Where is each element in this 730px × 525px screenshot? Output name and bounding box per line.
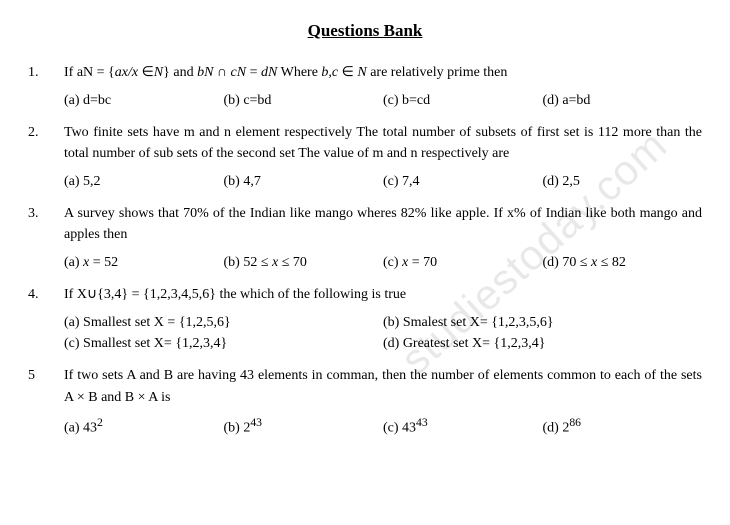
options-row: (a) d=bc(b) c=bd(c) b=cd(d) a=bd [64,90,702,112]
options-row: (a) Smallest set X = {1,2,5,6}(b) Smales… [64,312,702,355]
option: (d) Greatest set X= {1,2,3,4} [383,333,702,355]
question-text: If X∪{3,4} = {1,2,3,4,5,6} the which of … [64,284,702,306]
question-number: 4. [28,284,64,355]
question-body: If aN = {ax/x ∈N} and bN ∩ cN = dN Where… [64,62,702,111]
option: (a) x = 52 [64,252,224,274]
option: (b) 4,7 [224,171,384,193]
question-body: Two finite sets have m and n element res… [64,122,702,193]
options-row: (a) x = 52(b) 52 ≤ x ≤ 70(c) x = 70(d) 7… [64,252,702,274]
question-number: 1. [28,62,64,111]
options-row: (a) 5,2(b) 4,7(c) 7,4(d) 2,5 [64,171,702,193]
question-block: 1.If aN = {ax/x ∈N} and bN ∩ cN = dN Whe… [28,62,702,111]
option: (a) d=bc [64,90,224,112]
questions-list: 1.If aN = {ax/x ∈N} and bN ∩ cN = dN Whe… [28,62,702,439]
question-number: 3. [28,203,64,274]
option: (c) 4343 [383,414,543,439]
option: (a) 432 [64,414,224,439]
option: (b) Smalest set X= {1,2,3,5,6} [383,312,702,334]
option: (c) x = 70 [383,252,543,274]
question-text: Two finite sets have m and n element res… [64,122,702,165]
question-body: If X∪{3,4} = {1,2,3,4,5,6} the which of … [64,284,702,355]
option: (a) Smallest set X = {1,2,5,6} [64,312,383,334]
option: (d) 70 ≤ x ≤ 82 [543,252,703,274]
option: (d) a=bd [543,90,703,112]
question-body: If two sets A and B are having 43 elemen… [64,365,702,440]
question-block: 2.Two finite sets have m and n element r… [28,122,702,193]
option: (b) 243 [224,414,384,439]
option: (b) 52 ≤ x ≤ 70 [224,252,384,274]
question-block: 5If two sets A and B are having 43 eleme… [28,365,702,440]
question-number: 5 [28,365,64,440]
question-text: If aN = {ax/x ∈N} and bN ∩ cN = dN Where… [64,62,702,84]
option: (d) 286 [543,414,703,439]
page-title: Questions Bank [28,18,702,44]
question-text: A survey shows that 70% of the Indian li… [64,203,702,246]
question-text: If two sets A and B are having 43 elemen… [64,365,702,408]
option: (a) 5,2 [64,171,224,193]
option: (b) c=bd [224,90,384,112]
option: (c) 7,4 [383,171,543,193]
option: (d) 2,5 [543,171,703,193]
option: (c) b=cd [383,90,543,112]
option: (c) Smallest set X= {1,2,3,4} [64,333,383,355]
question-body: A survey shows that 70% of the Indian li… [64,203,702,274]
options-row: (a) 432(b) 243(c) 4343(d) 286 [64,414,702,439]
question-block: 3.A survey shows that 70% of the Indian … [28,203,702,274]
question-number: 2. [28,122,64,193]
question-block: 4.If X∪{3,4} = {1,2,3,4,5,6} the which o… [28,284,702,355]
